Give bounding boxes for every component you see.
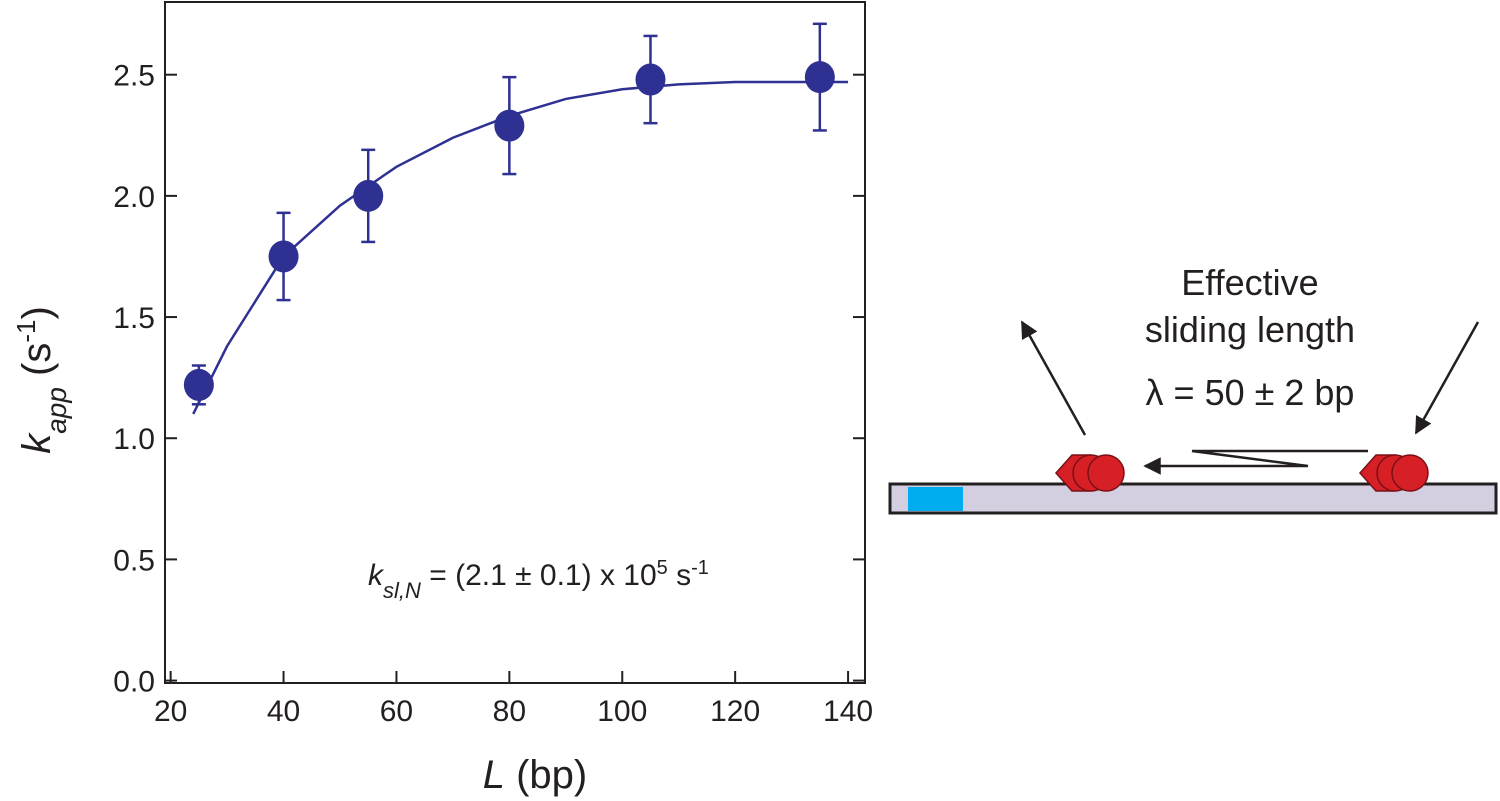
y-label-sup: -1 [11, 320, 41, 343]
y-label-close: ) [15, 306, 59, 319]
x-tick-label: 100 [597, 695, 647, 728]
x-tick-label: 80 [493, 695, 526, 728]
fit-curve [192, 80, 849, 415]
diagram-text: Effective [1181, 262, 1318, 303]
y-axis-label: kapp (s-1) [11, 306, 72, 454]
y-tick-label: 0.5 [113, 544, 155, 577]
x-tick-label: 40 [267, 695, 300, 728]
data-point [353, 179, 384, 212]
y-tick-label: 2.0 [113, 181, 155, 214]
data-point [635, 63, 666, 96]
ann-exp: 5 [657, 557, 668, 579]
ann-var: k [368, 559, 385, 592]
x-tick-label: 140 [823, 695, 873, 728]
y-label-sub: app [41, 387, 72, 434]
site [908, 487, 963, 511]
ann-text: = (2.1 ± 0.1) x 10 [421, 559, 657, 592]
x-label-unit: (bp) [505, 753, 587, 797]
y-tick-label: 0.0 [113, 666, 155, 699]
data-point [268, 240, 299, 273]
x-tick-label: 60 [380, 695, 413, 728]
y-label-unit: (s [15, 343, 59, 387]
data-point [494, 109, 525, 142]
protein [1054, 454, 1125, 492]
y-tick-label: 1.5 [113, 302, 155, 335]
x-tick-label: 20 [154, 695, 187, 728]
y-label-var: k [15, 432, 59, 454]
x-label-var: L [483, 753, 505, 797]
arrows [1020, 320, 1480, 475]
annotation: ksl,N = (2.1 ± 0.1) x 105 s-1 [368, 557, 709, 603]
data-point [183, 368, 214, 401]
y-tick-label: 2.5 [113, 60, 155, 93]
diagram-text: sliding length [1145, 309, 1355, 350]
ann-sub: sl,N [383, 578, 421, 603]
y-tick-label: 1.0 [113, 423, 155, 456]
ann-unit-exp: -1 [691, 557, 709, 579]
plot-frame [164, 1, 866, 684]
x-axis-label: L (bp) [483, 753, 588, 797]
diagram: Effective sliding length λ = 50 ± 2 bp [888, 262, 1498, 515]
ann-unit: s [668, 559, 691, 592]
data-point [804, 61, 835, 94]
diagram-text: λ = 50 ± 2 bp [1146, 372, 1355, 413]
protein [1358, 454, 1429, 492]
x-tick-label: 120 [710, 695, 760, 728]
